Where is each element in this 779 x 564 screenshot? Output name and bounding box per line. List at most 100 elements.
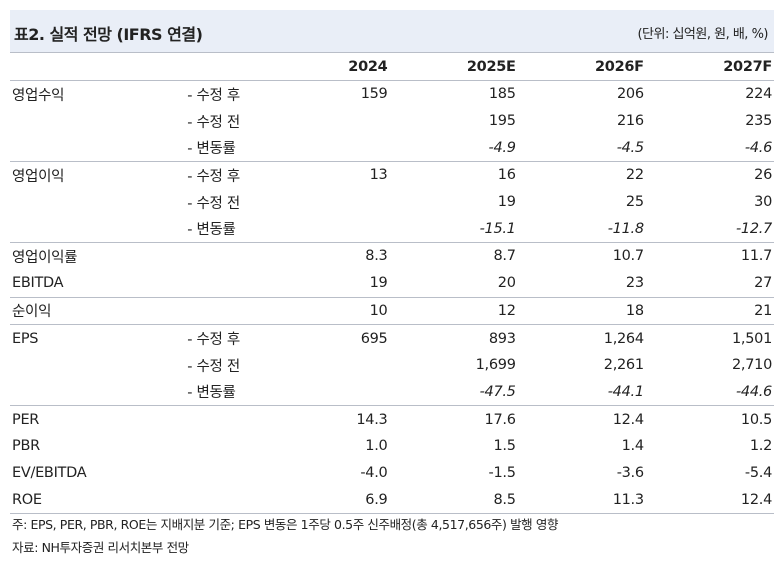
row-sublabel: - 수정 후 [187,332,240,349]
value-cell: 19 [307,269,390,298]
column-header: 2027F [645,53,774,81]
value-cell: 6.9 [307,486,390,515]
value-cell: -15.1 [389,215,518,244]
value-cell: 2,261 [603,357,644,374]
table-row: - 변동률 -4.9 -4.5 -4.6 [10,134,774,163]
row-label [10,134,188,163]
value-cell: 11.3 [517,486,646,515]
table-row: - 변동률 -15.1 -11.8 -12.7 [10,215,774,244]
row-sublabel [187,269,308,298]
row-sublabel: - 수정 후 [187,168,240,185]
value-cell: -4.6 [645,134,774,163]
row-label: EPS [12,330,39,347]
value-cell: 27 [645,269,774,298]
row-label: EBITDA [10,269,188,298]
value-cell: 20 [389,269,518,298]
table-row: PER 14.3 17.6 12.4 10.5 [10,406,774,433]
value-cell: 8.5 [389,486,518,515]
column-header: 2026F [517,53,646,81]
value-cell: -12.7 [645,215,774,244]
table-row: - 변동률 -47.5 -44.1 -44.6 [10,378,774,407]
table-row: EV/EBITDA -4.0 -1.5 -3.6 -5.4 [10,460,774,487]
value-cell: 224 [745,86,772,103]
value-cell: 10.7 [612,248,644,265]
table-row: EPS - 수정 후 695 893 1,264 1,501 [10,325,774,352]
row-sublabel [187,460,307,487]
value-cell: 18 [517,297,646,326]
row-label [10,352,187,379]
value-cell: 1.5 [493,438,516,455]
value-cell: -1.5 [488,464,516,481]
table-row: - 수정 전 195 216 235 [10,108,774,135]
header-row: 2024 2025E 2026F 2027F [10,53,774,81]
value-cell: 10 [307,297,390,326]
row-label: PBR [12,438,40,455]
footnote: 주: EPS, PER, PBR, ROE는 지배지분 기준; EPS 변동은 … [12,517,559,532]
value-cell: 185 [488,86,516,103]
table-title: 표2. 실적 전망 (IFRS 연결) [14,25,203,44]
value-cell: 17.6 [484,411,516,428]
value-cell: 8.7 [493,248,516,265]
value-cell: -44.1 [517,378,646,407]
value-cell [307,378,390,407]
row-label: 영업수익 [12,87,65,104]
row-label [10,108,187,135]
earnings-forecast-table: 2024 2025E 2026F 2027F 영업수익 - 수정 후 159 185 2… [10,53,774,515]
value-cell: 195 [488,113,516,130]
value-cell [307,108,389,135]
row-sublabel [187,433,307,460]
row-sublabel: - 수정 후 [187,87,240,104]
value-cell: -5.4 [744,464,772,481]
table-row: EBITDA 19 20 23 27 [10,269,774,298]
table-row: 순이익 10 12 18 21 [10,297,774,326]
value-cell: -47.5 [389,378,518,407]
table-row: 영업수익 - 수정 후 159 185 206 224 [10,81,774,108]
row-label [10,215,188,244]
row-sublabel [187,486,308,515]
unit-label: (단위: 십억원, 원, 배, %) [637,27,768,42]
value-cell: 16 [497,167,516,184]
table-row: ROE 6.9 8.5 11.3 12.4 [10,486,774,515]
row-label [10,189,187,216]
value-cell: 21 [645,297,774,326]
value-cell: -4.9 [389,134,518,163]
value-cell: 235 [745,113,772,130]
source-note: 자료: NH투자증권 리서치본부 전망 [12,540,189,555]
table-row: - 수정 전 1,699 2,261 2,710 [10,352,774,379]
header-blank [10,53,188,81]
table-row: PBR 1.0 1.5 1.4 1.2 [10,433,774,460]
value-cell: 12.4 [645,486,774,515]
value-cell: 8.3 [365,248,388,265]
value-cell: 10.5 [740,411,772,428]
value-cell: 22 [625,167,644,184]
value-cell: -4.0 [360,464,388,481]
row-sublabel: - 변동률 [187,215,308,244]
value-cell: 1,264 [603,330,644,347]
table-title-band: 표2. 실적 전망 (IFRS 연결) (단위: 십억원, 원, 배, %) [10,10,774,53]
header-blank [187,53,308,81]
value-cell: 13 [369,167,388,184]
value-cell: -44.6 [645,378,774,407]
row-sublabel: - 변동률 [187,134,308,163]
value-cell: 26 [754,167,772,184]
value-cell: 695 [360,330,388,347]
value-cell: -11.8 [517,215,646,244]
row-label: 순이익 [10,297,188,326]
column-header: 2024 [307,53,390,81]
row-label [10,378,188,407]
value-cell [307,352,389,379]
value-cell: 23 [517,269,646,298]
value-cell: -4.5 [517,134,646,163]
value-cell: 1,699 [475,357,516,374]
row-label: 영업이익률 [12,249,78,266]
row-sublabel [187,406,307,433]
value-cell: 206 [617,86,644,103]
table-row: - 수정 전 19 25 30 [10,189,774,216]
value-cell: 19 [497,194,516,211]
value-cell: -3.6 [616,464,644,481]
table-row: 영업이익 - 수정 후 13 16 22 26 [10,162,774,189]
value-cell: 25 [625,194,644,211]
value-cell: 12.4 [612,411,644,428]
value-cell: 1.2 [749,438,772,455]
value-cell: 216 [617,113,644,130]
